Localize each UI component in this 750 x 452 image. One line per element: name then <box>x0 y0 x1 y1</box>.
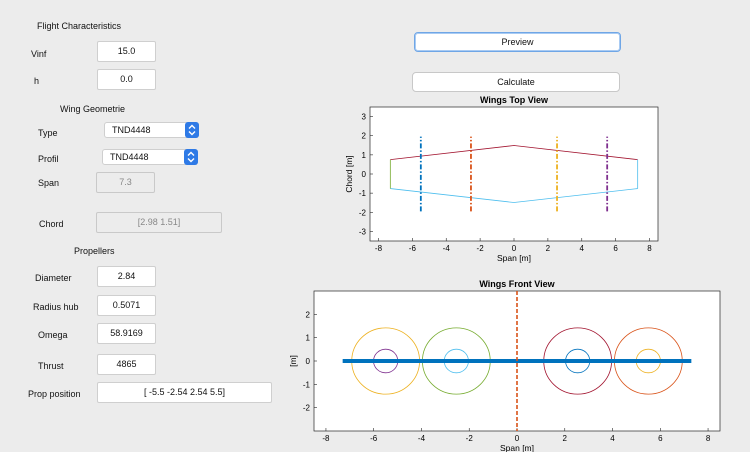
chevron-updown-icon <box>185 122 199 138</box>
type-select[interactable]: TND4448 <box>104 122 199 138</box>
top-view-x-tick-label: -6 <box>409 244 417 253</box>
top-view-plot-area <box>369 106 659 242</box>
h-label: h <box>34 76 40 86</box>
front-view-x-axis-label: Span [m] <box>500 443 534 452</box>
type-label: Type <box>38 128 58 138</box>
type-select-value: TND4448 <box>112 125 151 135</box>
top-view-x-tick-label: 2 <box>546 244 551 253</box>
wing-geometrie-heading: Wing Geometrie <box>60 104 126 114</box>
vinf-field[interactable]: 15.0 <box>97 41 156 62</box>
top-view-y-tick-label: -2 <box>359 208 367 217</box>
front-view-title: Wings Front View <box>479 279 555 289</box>
wings-top-view-chart: Wings Top View -8 -6 -4 -2 0 2 4 6 8 -3 -2 -1 0 1 2 3 Spa… <box>344 95 659 263</box>
top-view-y-tick-label: 3 <box>362 113 367 122</box>
top-view-x-tick-label: -4 <box>443 244 451 253</box>
profil-select-value: TND4448 <box>110 152 149 162</box>
omega-field[interactable]: 58.9169 <box>97 323 156 344</box>
radius-hub-field[interactable]: 0.5071 <box>97 295 156 316</box>
prop-position-label: Prop position <box>28 389 81 399</box>
flight-characteristics-heading: Flight Characteristics <box>37 21 122 31</box>
top-view-y-tick-label: -3 <box>359 227 367 236</box>
radius-hub-label: Radius hub <box>33 302 79 312</box>
preview-button[interactable]: Preview <box>414 32 621 52</box>
top-view-x-axis-label: Span [m] <box>497 253 531 263</box>
top-view-y-tick-label: 1 <box>362 151 367 160</box>
front-view-y-tick-label: -2 <box>303 404 311 413</box>
front-view-y-tick-label: 1 <box>306 334 311 343</box>
span-label: Span <box>38 178 60 188</box>
prop-position-field[interactable]: [ -5.5 -2.54 2.54 5.5] <box>97 382 272 403</box>
diameter-label: Diameter <box>35 273 72 283</box>
wings-front-view-chart: Wings Front View -8 -6 -4 -2 0 2 4 6 8 -2 -1 0 1 2 Span… <box>288 279 721 452</box>
top-view-x-tick-label: -2 <box>477 244 485 253</box>
thrust-field[interactable]: 4865 <box>97 354 156 375</box>
front-view-y-tick-label: 0 <box>306 357 311 366</box>
chevron-updown-icon <box>184 149 198 165</box>
omega-label: Omega <box>38 330 68 340</box>
h-field[interactable]: 0.0 <box>97 69 156 90</box>
top-view-y-tick-label: 2 <box>362 132 367 141</box>
front-view-x-tick-label: -4 <box>418 434 426 443</box>
front-view-x-tick-label: 2 <box>563 434 568 443</box>
front-view-x-tick-label: -8 <box>322 434 330 443</box>
thrust-label: Thrust <box>38 361 64 371</box>
top-view-x-tick-label: 0 <box>512 244 517 253</box>
front-view-x-tick-label: 0 <box>515 434 520 443</box>
top-view-outline-line <box>390 188 638 203</box>
top-view-x-tick-label: 6 <box>613 244 618 253</box>
diameter-field[interactable]: 2.84 <box>97 266 156 287</box>
front-view-y-axis-label: [m] <box>288 355 298 367</box>
span-field[interactable]: 7.3 <box>96 172 155 193</box>
profil-select[interactable]: TND4448 <box>102 149 198 165</box>
front-view-x-tick-label: 8 <box>706 434 711 443</box>
top-view-x-tick-label: 4 <box>580 244 585 253</box>
top-view-y-axis-label: Chord [m] <box>344 155 354 192</box>
chord-field[interactable]: [2.98 1.51] <box>96 212 222 233</box>
top-view-y-tick-label: -1 <box>359 189 367 198</box>
top-view-title: Wings Top View <box>480 95 549 105</box>
top-view-x-tick-label: 8 <box>647 244 652 253</box>
profil-label: Profil <box>38 154 59 164</box>
top-view-x-tick-label: -8 <box>375 244 383 253</box>
chord-label: Chord <box>39 219 64 229</box>
front-view-x-tick-label: 4 <box>610 434 615 443</box>
top-view-outline-line <box>390 145 638 161</box>
front-view-x-tick-label: 6 <box>658 434 663 443</box>
propellers-heading: Propellers <box>74 246 115 256</box>
front-view-y-tick-label: -1 <box>303 380 311 389</box>
top-view-y-tick-label: 0 <box>362 170 367 179</box>
front-view-x-tick-label: -2 <box>466 434 474 443</box>
vinf-label: Vinf <box>31 49 47 59</box>
front-view-x-tick-label: -6 <box>370 434 378 443</box>
calculate-button[interactable]: Calculate <box>412 72 620 92</box>
front-view-y-tick-label: 2 <box>306 310 311 319</box>
